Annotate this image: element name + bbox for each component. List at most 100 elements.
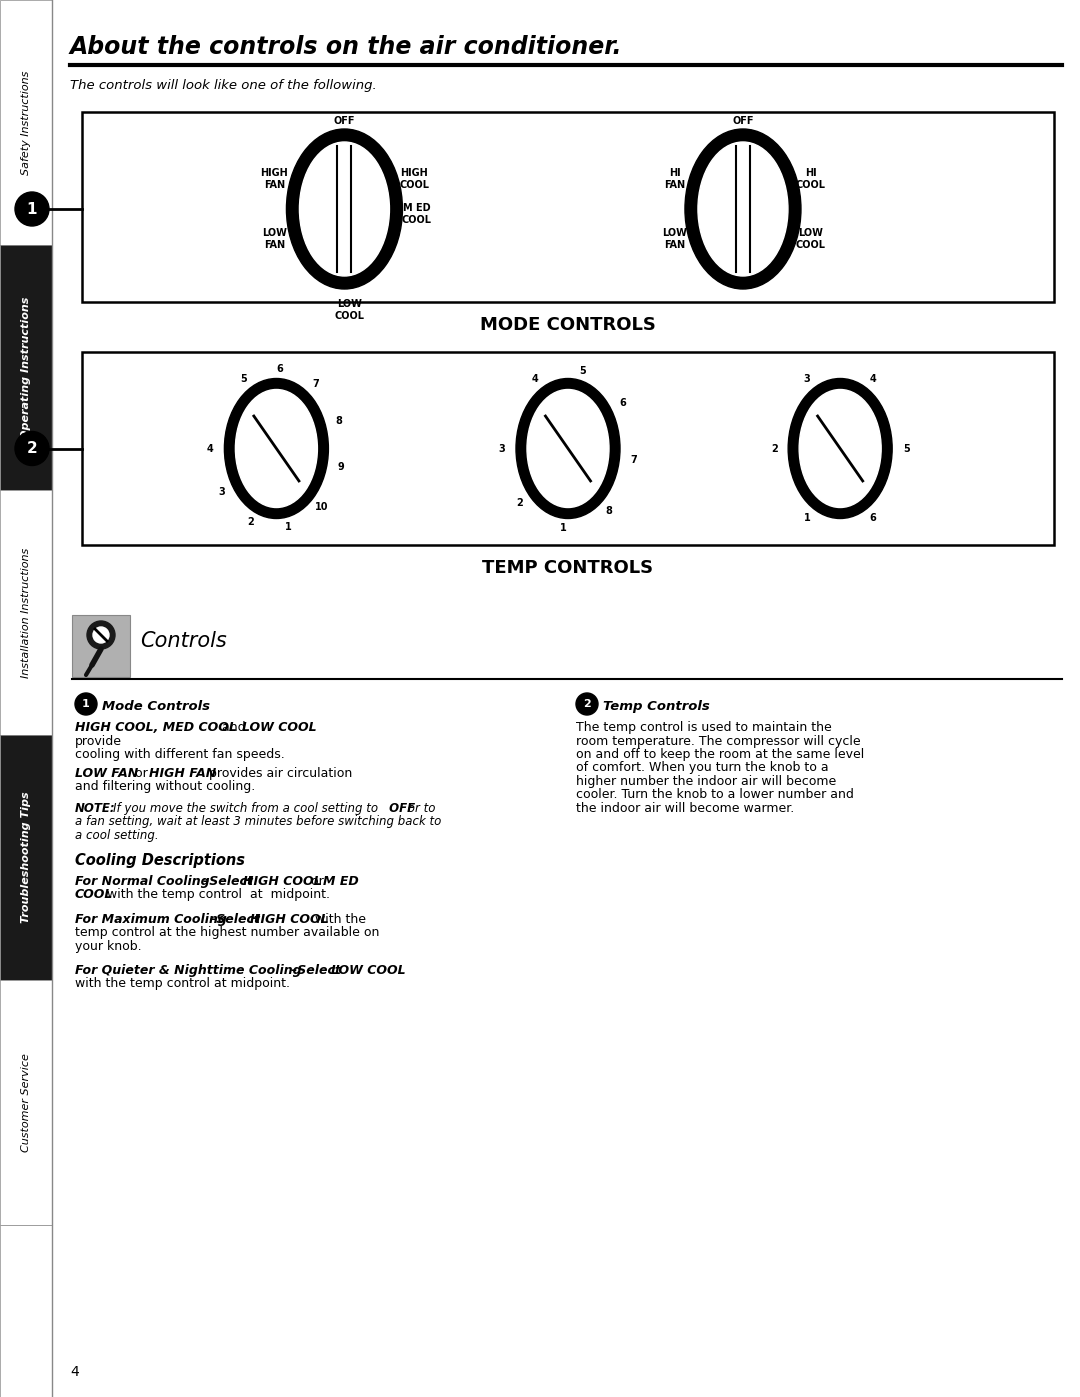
Text: and filtering without cooling.: and filtering without cooling.	[75, 781, 255, 793]
Text: 5: 5	[579, 366, 586, 376]
Text: Temp Controls: Temp Controls	[603, 700, 710, 712]
Bar	[0, 1225, 52, 1397]
Text: and: and	[218, 721, 249, 733]
Text: 8: 8	[335, 416, 342, 426]
Text: with the temp control at midpoint.: with the temp control at midpoint.	[75, 978, 291, 990]
Text: LOW FAN: LOW FAN	[75, 767, 138, 780]
Text: Installation Instructions: Installation Instructions	[21, 548, 31, 678]
Text: Troubleshooting Tips: Troubleshooting Tips	[21, 792, 31, 923]
Ellipse shape	[788, 379, 892, 518]
Bar	[82, 352, 1054, 545]
Text: Customer Service: Customer Service	[21, 1053, 31, 1153]
Text: For Normal Cooling: For Normal Cooling	[75, 875, 210, 888]
Text: TEMP CONTROLS: TEMP CONTROLS	[483, 559, 653, 577]
Text: 1: 1	[82, 698, 90, 710]
Text: 3: 3	[218, 488, 225, 497]
Bar	[0, 981, 52, 1225]
Text: a cool setting.: a cool setting.	[75, 828, 159, 842]
Circle shape	[15, 432, 49, 465]
Text: The temp control is used to maintain the: The temp control is used to maintain the	[576, 721, 832, 733]
Bar	[0, 735, 52, 981]
Text: 4: 4	[531, 374, 538, 384]
Bar	[72, 615, 130, 678]
Text: cooling with different fan speeds.: cooling with different fan speeds.	[75, 747, 285, 761]
Text: 1: 1	[804, 513, 810, 522]
Text: 7: 7	[630, 455, 636, 465]
Text: Cooling Descriptions: Cooling Descriptions	[75, 854, 245, 869]
Text: your knob.: your knob.	[75, 940, 141, 953]
Text: 2: 2	[583, 698, 591, 710]
Text: or: or	[131, 767, 152, 780]
Text: 3: 3	[499, 443, 505, 454]
Bar	[0, 244, 52, 490]
Text: HIGH
COOL: HIGH COOL	[400, 168, 430, 190]
Text: 5: 5	[240, 374, 246, 384]
Text: HIGH FAN: HIGH FAN	[149, 767, 216, 780]
Text: HIGH COOL: HIGH COOL	[249, 912, 328, 926]
Text: Controls: Controls	[140, 631, 227, 651]
Text: HIGH COOL, MED COOL: HIGH COOL, MED COOL	[75, 721, 237, 733]
Ellipse shape	[527, 390, 609, 507]
Text: 1: 1	[284, 522, 292, 532]
Text: If you move the switch from a cool setting to: If you move the switch from a cool setti…	[113, 802, 378, 814]
Text: 2: 2	[27, 441, 38, 455]
Text: cooler. Turn the knob to a lower number and: cooler. Turn the knob to a lower number …	[576, 788, 854, 802]
Text: 2: 2	[771, 443, 778, 454]
Text: About the controls on the air conditioner.: About the controls on the air conditione…	[70, 35, 622, 59]
Text: on and off to keep the room at the same level: on and off to keep the room at the same …	[576, 747, 864, 761]
Text: 8: 8	[606, 506, 612, 515]
Text: 6: 6	[619, 398, 626, 408]
Text: 4: 4	[207, 443, 214, 454]
Text: M ED: M ED	[323, 875, 359, 888]
Circle shape	[75, 693, 97, 715]
Text: room temperature. The compressor will cycle: room temperature. The compressor will cy…	[576, 735, 861, 747]
Text: OFF: OFF	[334, 116, 355, 126]
Text: The controls will look like one of the following.: The controls will look like one of the f…	[70, 80, 377, 92]
Text: 4: 4	[70, 1365, 79, 1379]
Ellipse shape	[225, 379, 328, 518]
Ellipse shape	[235, 390, 318, 507]
Circle shape	[87, 622, 114, 650]
Text: temp control at the highest number available on: temp control at the highest number avail…	[75, 926, 379, 939]
Text: LOW
COOL: LOW COOL	[335, 299, 364, 320]
Text: HIGH COOL: HIGH COOL	[243, 875, 322, 888]
Text: provide: provide	[75, 735, 122, 747]
Ellipse shape	[685, 129, 801, 289]
Ellipse shape	[698, 142, 788, 277]
Text: COOL: COOL	[75, 888, 113, 901]
Text: M ED
COOL: M ED COOL	[402, 203, 431, 225]
Ellipse shape	[516, 379, 620, 518]
Text: provides air circulation: provides air circulation	[205, 767, 352, 780]
Text: OFF: OFF	[732, 116, 754, 126]
Text: 4: 4	[869, 374, 877, 384]
Text: 6: 6	[869, 513, 877, 522]
Text: Mode Controls: Mode Controls	[102, 700, 210, 712]
Text: NOTE:: NOTE:	[75, 802, 116, 814]
Text: HI
FAN: HI FAN	[664, 168, 686, 190]
Text: the indoor air will become warmer.: the indoor air will become warmer.	[576, 802, 794, 814]
Bar	[0, 0, 52, 244]
Text: –Select: –Select	[210, 912, 265, 926]
Circle shape	[93, 627, 109, 643]
Text: 7: 7	[312, 380, 320, 390]
Text: LOW COOL: LOW COOL	[242, 721, 316, 733]
Text: 10: 10	[315, 502, 328, 511]
Text: –Select: –Select	[291, 964, 346, 977]
Text: 1: 1	[559, 524, 566, 534]
Text: 9: 9	[337, 462, 345, 472]
Bar	[82, 112, 1054, 302]
Text: Operating Instructions: Operating Instructions	[21, 296, 31, 439]
Text: 5: 5	[903, 443, 909, 454]
Text: HIGH
FAN: HIGH FAN	[260, 168, 288, 190]
Ellipse shape	[286, 129, 403, 289]
Text: 3: 3	[804, 374, 810, 384]
Text: For Quieter & Nighttime Cooling: For Quieter & Nighttime Cooling	[75, 964, 301, 977]
Text: MODE CONTROLS: MODE CONTROLS	[481, 316, 656, 334]
Text: LOW COOL: LOW COOL	[330, 964, 406, 977]
Text: OFF: OFF	[384, 802, 415, 814]
Text: 2: 2	[247, 517, 254, 527]
Text: –Select: –Select	[203, 875, 257, 888]
Text: 1: 1	[27, 201, 37, 217]
Circle shape	[15, 191, 49, 226]
Text: with the: with the	[315, 912, 366, 926]
